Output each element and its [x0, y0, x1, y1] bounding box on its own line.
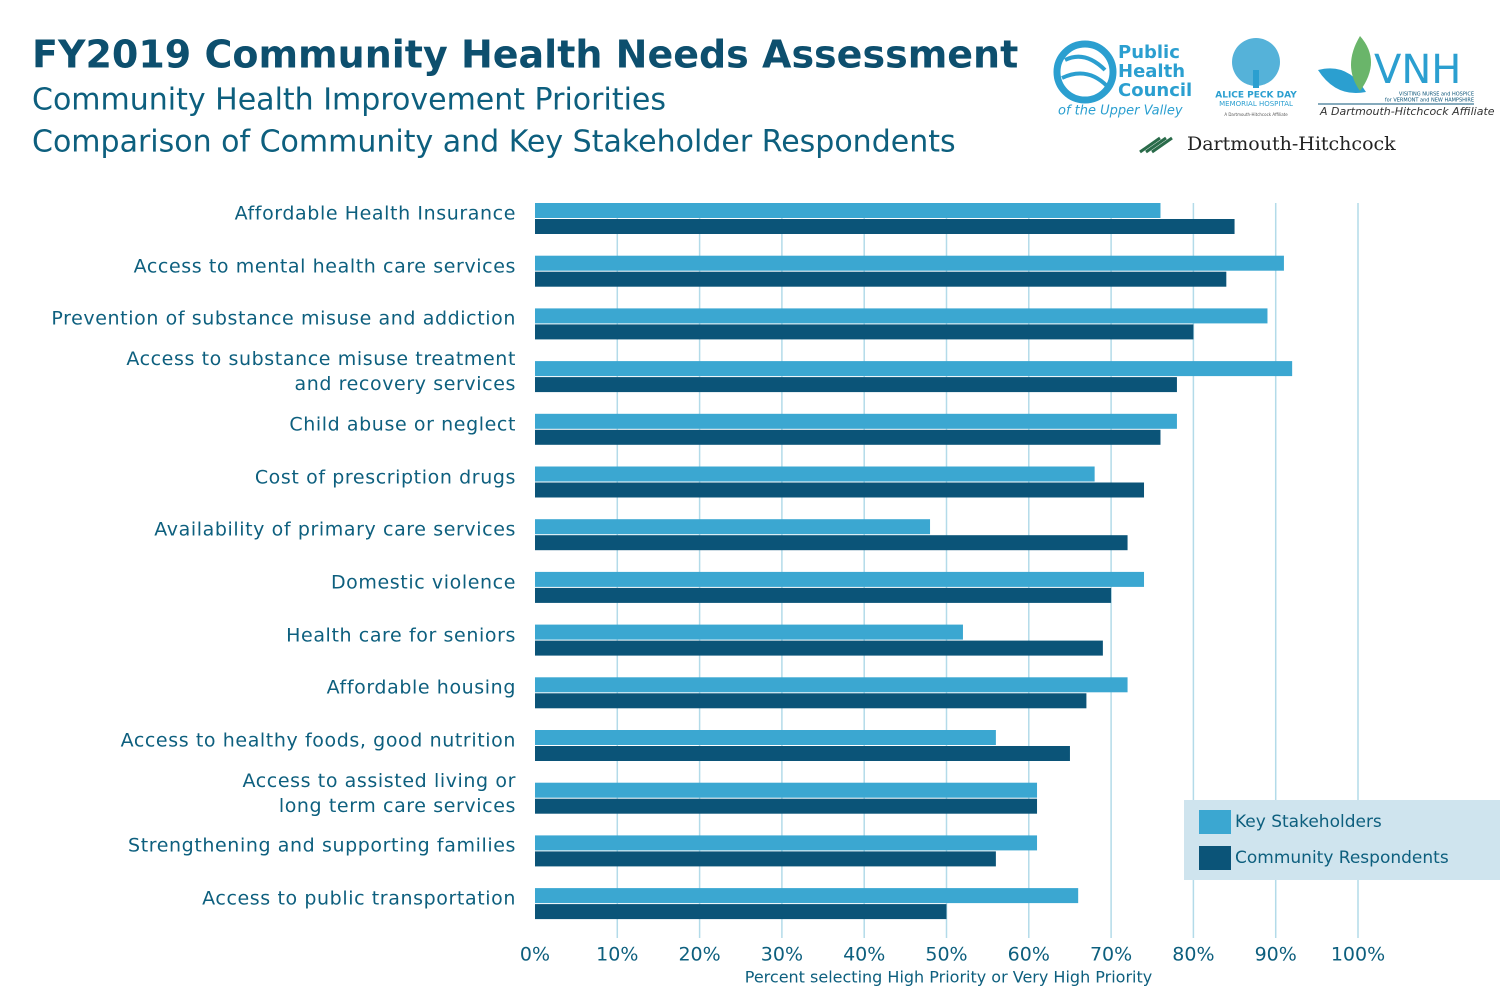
y-tick-label: Cost of prescription drugs: [254, 466, 516, 488]
logo-icon: [1318, 68, 1366, 94]
y-tick-label: Domestic violence: [330, 571, 516, 594]
logo-icon: [1351, 36, 1371, 91]
bar: [535, 888, 1079, 904]
logo-dh: Dartmouth-Hitchcock: [1139, 133, 1396, 155]
logo-text: VISITING NURSE and HOSPICE: [1399, 92, 1474, 98]
bar: [535, 377, 1177, 393]
logo-text: A Dartmouth-Hitchcock Affiliate: [1224, 112, 1288, 117]
legend-swatch: [1199, 810, 1231, 834]
legend-swatch: [1199, 846, 1231, 870]
logo-icon: [1053, 40, 1117, 104]
logo-text: MEMORIAL HOSPITAL: [1219, 100, 1293, 108]
y-tick-label: Access to healthy foods, good nutrition: [120, 729, 516, 752]
logo-apd: ALICE PECK DAY MEMORIAL HOSPITAL A Dartm…: [1215, 38, 1297, 117]
bar: [535, 904, 947, 920]
bar: [535, 782, 1038, 798]
logo-icon: [1232, 38, 1280, 86]
x-tick-label: 100%: [1331, 944, 1385, 966]
logo-text: Health: [1118, 61, 1185, 82]
bar: [535, 361, 1293, 377]
x-tick-label: 20%: [678, 944, 720, 966]
x-tick-label: 40%: [843, 944, 885, 966]
x-tick-label: 90%: [1255, 944, 1297, 966]
bar: [535, 677, 1128, 693]
plot-area: 0% 10% 20% 30% 40% 50% 60% 70% 80% 90% 100% Percent…: [520, 203, 1500, 987]
bar: [535, 429, 1161, 445]
x-tick-label: 0%: [520, 944, 550, 966]
legend-label: Key Stakeholders: [1235, 812, 1382, 832]
x-tick-label: 50%: [925, 944, 967, 966]
bar: [535, 324, 1194, 340]
x-tick-label: 10%: [596, 944, 638, 966]
bar: [535, 308, 1268, 324]
y-tick-label: Access to mental health care services: [133, 255, 516, 278]
logo-text: of the Upper Valley: [1058, 104, 1183, 119]
bar: [535, 851, 996, 867]
x-tick-label: 70%: [1090, 944, 1132, 966]
bar: [535, 519, 931, 535]
y-tick-label: Access to assisted living or long term c…: [242, 769, 516, 817]
y-tick-label: Child abuse or neglect: [289, 413, 516, 436]
y-tick-label: Affordable Health Insurance: [234, 202, 516, 225]
y-tick-label: Access to substance misuse treatment and…: [126, 348, 516, 396]
bar: [535, 640, 1103, 656]
x-tick-label: 80%: [1172, 944, 1214, 966]
x-axis-label: Percent selecting High Priority or Very …: [745, 968, 1152, 987]
logo-phc: Public Health Council of the Upper Valle…: [1053, 40, 1192, 119]
legend-label: Community Respondents: [1235, 848, 1449, 868]
y-tick-label: Affordable housing: [326, 676, 516, 699]
bar: [535, 535, 1128, 551]
logo-text: Public: [1118, 42, 1180, 63]
subtitle: Community Health Improvement Priorities: [32, 83, 666, 118]
bar: [535, 571, 1145, 587]
subtitle: Comparison of Community and Key Stakehol…: [32, 125, 956, 160]
logo-icon: [1139, 136, 1173, 154]
y-tick-label: Access to public transportation: [202, 887, 516, 910]
logo-text: A Dartmouth-Hitchcock Affiliate: [1319, 105, 1495, 118]
logo-text: Dartmouth-Hitchcock: [1187, 133, 1396, 155]
y-tick-label: Health care for seniors: [286, 624, 516, 647]
bar: [535, 271, 1227, 287]
bar: [535, 835, 1038, 851]
x-tick-label: 60%: [1008, 944, 1050, 966]
bar: [535, 746, 1070, 761]
logo-text: Council: [1118, 80, 1192, 101]
logo-icon: [1253, 70, 1259, 88]
logo-icon: [1061, 54, 1109, 88]
bar: [535, 693, 1087, 709]
logo-vnh: VNH VISITING NURSE and HOSPICE for VERMO…: [1318, 36, 1495, 118]
y-tick-label: Strengthening and supporting families: [128, 834, 516, 857]
chart-title: FY2019 Community Health Needs Assessment: [32, 33, 1018, 77]
y-tick-label: Availability of primary care services: [154, 518, 516, 541]
bar: [535, 255, 1284, 271]
logo-text: ALICE PECK DAY: [1215, 91, 1297, 101]
x-tick-label: 30%: [761, 944, 803, 966]
y-tick-label: Prevention of substance misuse and addic…: [51, 307, 516, 330]
legend-box: [1184, 800, 1500, 880]
bar: [535, 482, 1145, 498]
bar: [535, 413, 1177, 429]
bar: [535, 203, 1161, 218]
logo-text: VNH: [1374, 47, 1461, 93]
bar: [535, 624, 963, 640]
logo-text: for VERMONT and NEW HAMPSHIRE: [1385, 98, 1474, 104]
bar: [535, 587, 1112, 603]
bar: [535, 798, 1038, 814]
bar: [535, 219, 1235, 234]
bar: [535, 730, 996, 745]
bar: [535, 466, 1095, 482]
